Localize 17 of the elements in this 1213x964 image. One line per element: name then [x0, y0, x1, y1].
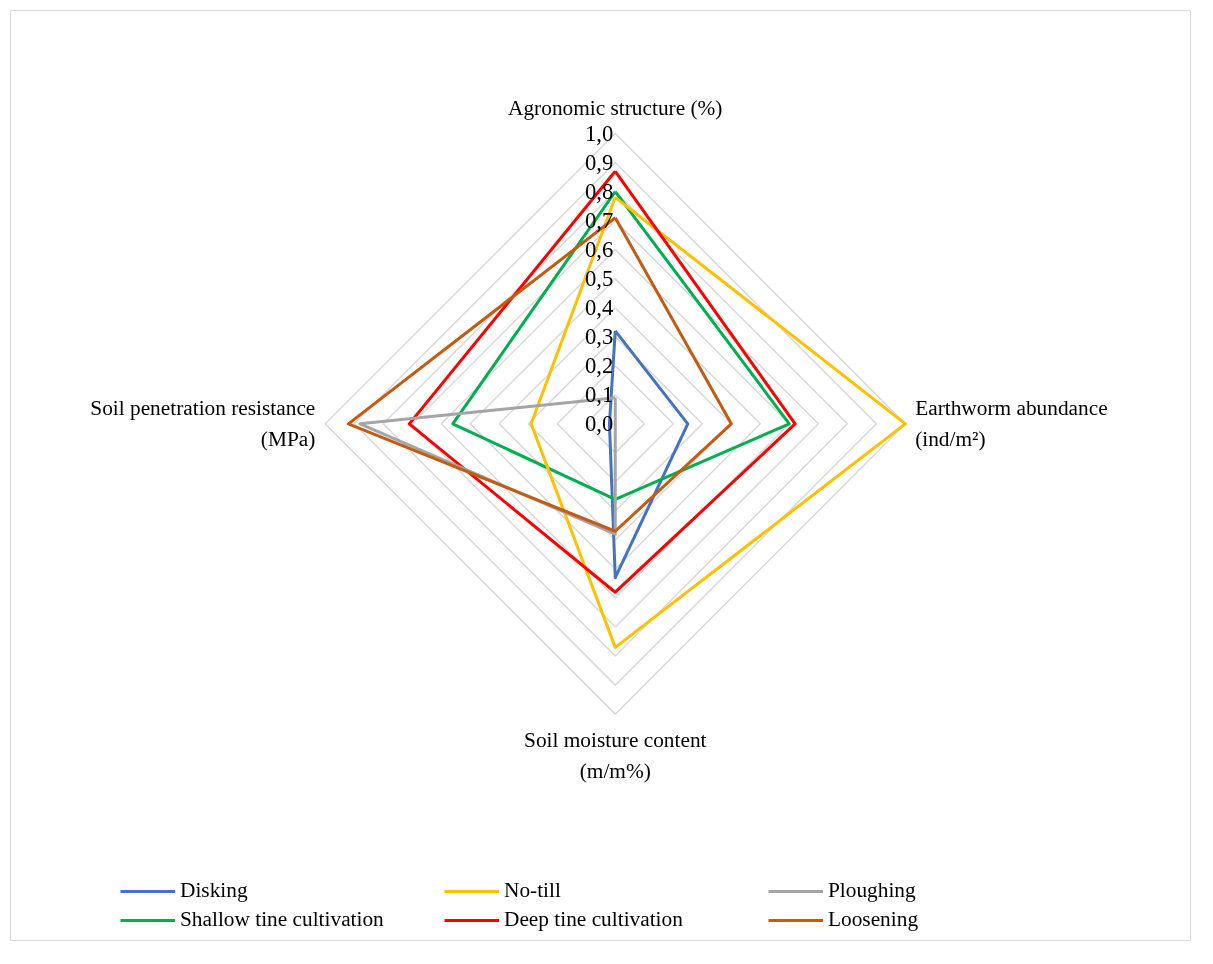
y-tick-label: 0,2	[584, 353, 614, 379]
legend-label: No-till	[504, 878, 562, 903]
y-tick-label: 0,5	[584, 266, 614, 292]
y-tick-label: 0,1	[584, 382, 614, 408]
legend-label: Ploughing	[828, 878, 917, 903]
y-tick-label: 1,0	[584, 121, 614, 147]
spoke-label: Soil penetration resistance (MPa)	[90, 396, 316, 452]
legend-label: Deep tine cultivation	[504, 907, 684, 932]
y-tick-label: 0,3	[584, 324, 614, 350]
y-tick-label: 0,4	[584, 295, 614, 321]
spoke-label: Earthworm abundance (ind/m²)	[915, 396, 1108, 452]
y-tick-label: 0,9	[584, 150, 614, 176]
legend-label: Loosening	[828, 907, 920, 932]
spoke-label: Agronomic structure (%)	[508, 95, 723, 120]
legend-label: Disking	[180, 878, 249, 903]
legend-label: Shallow tine cultivation	[180, 907, 385, 932]
spoke-label: Soil moisture content (m/m%)	[524, 727, 707, 784]
